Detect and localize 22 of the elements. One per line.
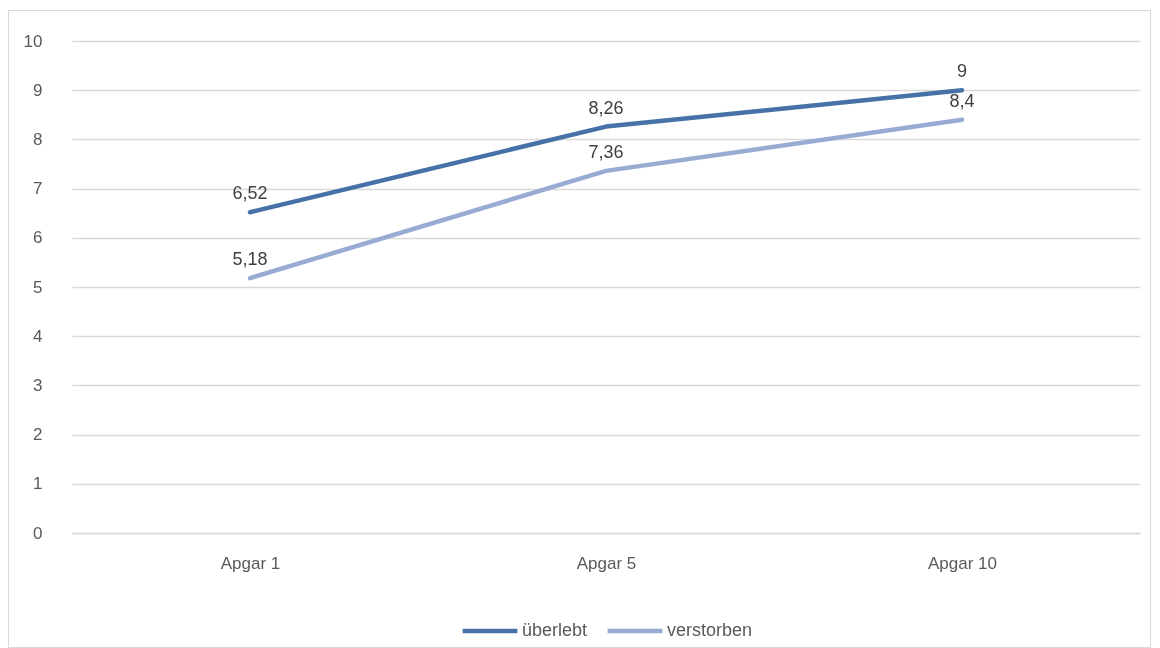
- y-tick-label: 9: [33, 80, 43, 100]
- data-label: 8,26: [588, 97, 624, 118]
- y-tick-label: 0: [33, 523, 43, 543]
- y-tick-label: 5: [33, 277, 43, 297]
- data-label: 5,18: [232, 249, 268, 270]
- data-label: 6,52: [232, 183, 268, 204]
- legend-label: überlebt: [522, 620, 588, 640]
- y-tick-label: 7: [33, 179, 43, 199]
- data-label: 9: [956, 61, 968, 82]
- data-label: 7,36: [588, 141, 624, 162]
- y-tick-label: 8: [33, 129, 43, 149]
- y-tick-label: 4: [33, 326, 43, 346]
- y-tick-label: 1: [33, 474, 43, 494]
- y-tick-label: 10: [23, 31, 43, 51]
- x-tick-label: Apgar 1: [220, 553, 281, 573]
- y-tick-label: 6: [33, 228, 43, 248]
- legend-label: verstorben: [667, 620, 753, 640]
- x-tick-label: Apgar 5: [576, 553, 637, 573]
- data-label: 8,4: [949, 90, 975, 111]
- x-tick-label: Apgar 10: [928, 553, 997, 573]
- y-tick-label: 2: [33, 425, 43, 445]
- y-tick-label: 3: [33, 375, 43, 395]
